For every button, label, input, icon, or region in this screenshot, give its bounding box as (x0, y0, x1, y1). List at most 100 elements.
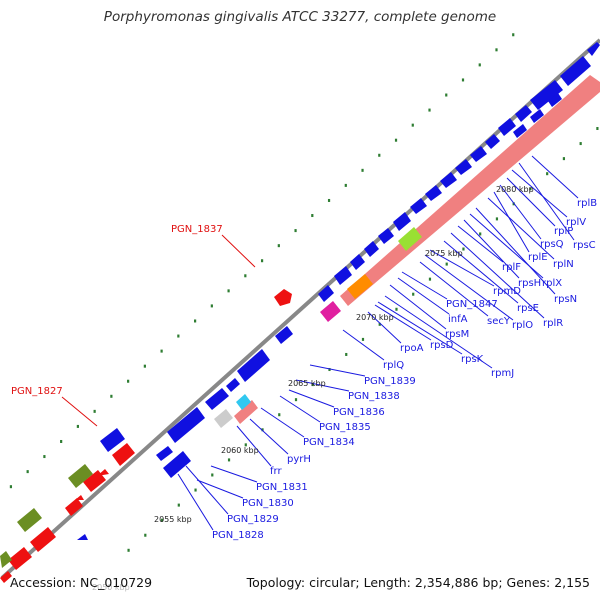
rrna-feature[interactable] (234, 400, 258, 424)
gene-label[interactable]: rpsM (445, 329, 469, 340)
feature-orange[interactable] (347, 274, 373, 299)
gene-label[interactable]: rpoA (400, 343, 424, 354)
gene-label[interactable]: pyrH (287, 454, 311, 465)
cds-feature[interactable] (226, 378, 240, 392)
rrna-feature[interactable] (340, 75, 600, 306)
gene-label[interactable]: rplP (554, 226, 573, 237)
cds-feature[interactable] (167, 407, 205, 443)
cds-feature[interactable] (112, 443, 135, 466)
feature-cyan[interactable] (236, 394, 251, 410)
gene-label[interactable]: rpsE (517, 303, 539, 314)
gene-label[interactable]: rplE (528, 252, 548, 263)
label-connector (531, 155, 579, 199)
gene-label[interactable]: rplX (542, 278, 562, 289)
gc-dot (495, 217, 499, 221)
feature-magenta[interactable] (320, 301, 341, 322)
cds-feature[interactable] (470, 146, 487, 162)
cds-feature[interactable] (75, 495, 84, 500)
gene-label[interactable]: rplR (543, 318, 563, 329)
cds-feature[interactable] (318, 285, 334, 302)
cds-feature[interactable] (364, 241, 379, 257)
gc-dot (60, 439, 63, 443)
red-gene-label[interactable]: PGN_1837 (171, 224, 223, 235)
label-connector (450, 232, 545, 319)
olive-feature[interactable] (17, 508, 42, 532)
scale-tick-label: 2080 kbp (496, 185, 534, 194)
gene-label[interactable]: PGN_1839 (364, 376, 416, 387)
label-connector (475, 207, 556, 295)
gene-label[interactable]: rplN (553, 259, 574, 270)
gene-label[interactable]: PGN_1836 (333, 407, 385, 418)
cds-feature[interactable] (485, 134, 500, 149)
cds-feature[interactable] (334, 266, 352, 285)
cds-feature[interactable] (530, 80, 563, 110)
cds-feature[interactable] (100, 428, 125, 452)
cds-feature[interactable] (205, 388, 229, 410)
cds-feature[interactable] (498, 118, 516, 136)
gene-label[interactable]: rpsC (573, 240, 596, 251)
cds-feature[interactable] (156, 446, 173, 461)
gc-dot (9, 485, 13, 489)
gene-label[interactable]: PGN_1847 (446, 299, 498, 310)
gene-label[interactable]: infA (448, 314, 468, 325)
cds-feature[interactable] (97, 469, 109, 476)
cds-feature[interactable] (30, 527, 56, 552)
gene-label[interactable]: rplV (566, 217, 586, 228)
cds-feature[interactable] (530, 109, 544, 123)
gc-dot (311, 383, 314, 387)
cds-feature[interactable] (515, 105, 532, 122)
cds-feature[interactable] (425, 185, 442, 201)
cds-feature[interactable] (163, 451, 191, 478)
gene-label[interactable]: rplO (512, 320, 533, 331)
cds-feature[interactable] (455, 159, 472, 175)
cds-feature[interactable] (83, 470, 106, 492)
cds-feature[interactable] (274, 289, 292, 306)
cds-feature[interactable] (350, 254, 365, 270)
gene-label[interactable]: rpsQ (540, 239, 564, 250)
gc-dot (143, 364, 146, 368)
cds-feature[interactable] (393, 212, 411, 231)
red-gene-label[interactable]: PGN_1827 (11, 386, 63, 397)
cds-feature[interactable] (587, 42, 600, 56)
gene-label[interactable]: PGN_1834 (303, 437, 355, 448)
feature-green[interactable] (398, 227, 422, 251)
gene-label[interactable]: rpmD (493, 286, 521, 297)
cds-feature[interactable] (77, 534, 88, 540)
gene-label[interactable]: PGN_1830 (242, 498, 294, 509)
gene-label[interactable]: frr (270, 466, 282, 477)
gc-dot (327, 198, 331, 202)
gene-label[interactable]: rpsH (518, 278, 541, 289)
label-connector (374, 304, 432, 341)
gene-label[interactable]: PGN_1835 (319, 422, 371, 433)
gene-label[interactable]: rplQ (383, 360, 404, 371)
gene-label[interactable]: rpmJ (491, 368, 514, 379)
cds-feature[interactable] (275, 326, 293, 344)
gene-label[interactable]: PGN_1831 (256, 482, 308, 493)
gc-dot (445, 262, 448, 266)
cds-feature[interactable] (65, 498, 83, 516)
label-connector (487, 197, 555, 260)
map-title: Porphyromonas gingivalis ATCC 33277, com… (103, 9, 497, 25)
cds-feature[interactable] (410, 198, 427, 214)
cds-feature[interactable] (237, 349, 270, 382)
label-connector (506, 177, 556, 227)
gene-label[interactable]: secY (487, 316, 511, 327)
cds-feature[interactable] (440, 172, 457, 188)
cds-feature[interactable] (513, 124, 527, 138)
gene-label[interactable]: PGN_1838 (348, 391, 400, 402)
olive-feature[interactable] (68, 464, 93, 488)
feature-grey[interactable] (214, 409, 233, 428)
gene-label[interactable]: rpsN (554, 294, 577, 305)
cds-feature[interactable] (548, 93, 562, 107)
gene-label[interactable]: rpsD (430, 340, 454, 351)
cds-feature[interactable] (560, 56, 591, 86)
cds-feature[interactable] (0, 571, 12, 583)
gene-label[interactable]: rpsK (461, 354, 484, 365)
gene-label[interactable]: rplF (502, 262, 521, 273)
cds-feature[interactable] (378, 228, 394, 244)
gene-label[interactable]: rplB (577, 198, 597, 209)
olive-feature[interactable] (0, 551, 12, 568)
gene-label[interactable]: PGN_1828 (212, 530, 264, 541)
gene-label[interactable]: PGN_1829 (227, 514, 279, 525)
cds-feature[interactable] (8, 547, 32, 570)
